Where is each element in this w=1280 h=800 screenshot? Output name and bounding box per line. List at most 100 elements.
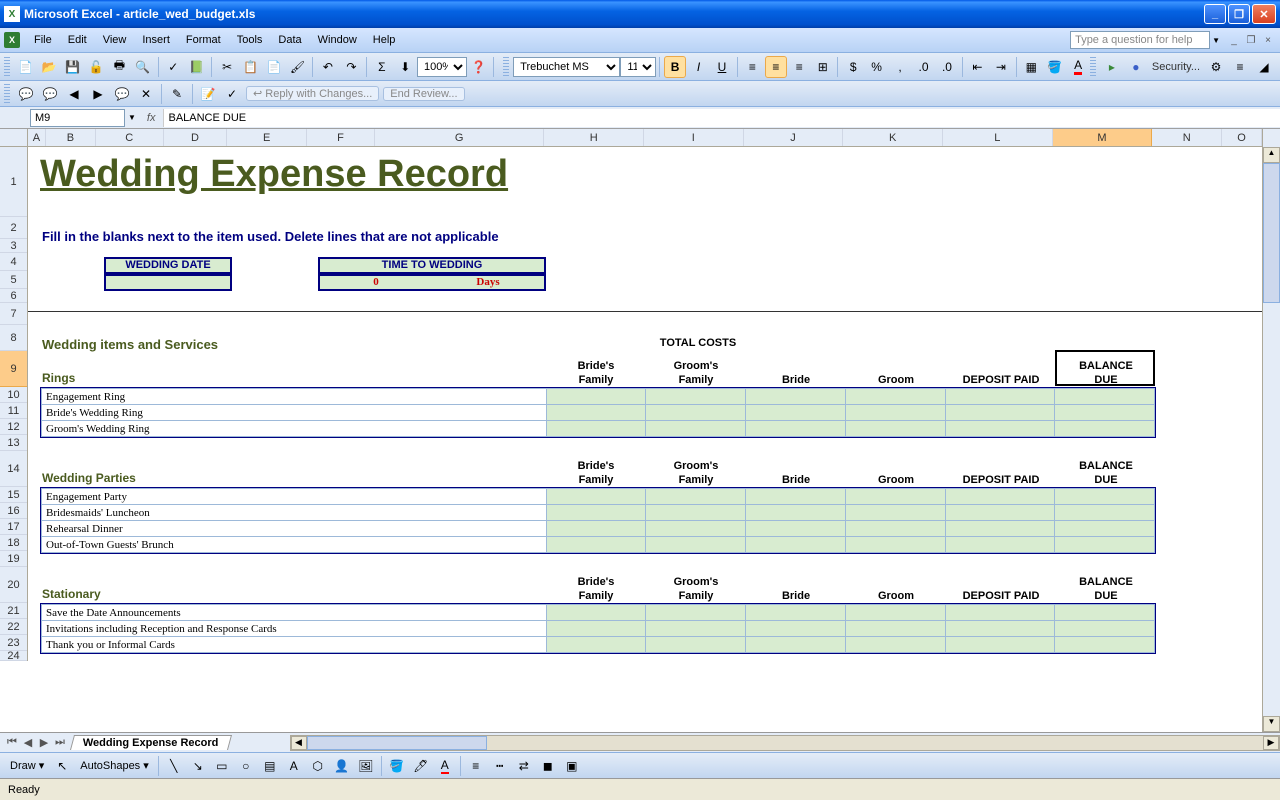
value-cell[interactable] xyxy=(646,489,746,505)
track-button[interactable]: 📝 xyxy=(197,83,219,105)
borders-button[interactable]: ▦ xyxy=(1021,56,1042,78)
value-cell[interactable] xyxy=(646,389,746,405)
arrow-style-button[interactable]: ⇄ xyxy=(513,755,535,777)
value-cell[interactable] xyxy=(845,505,945,521)
print-button[interactable]: 🖶 xyxy=(109,56,130,78)
clipart-button[interactable]: 👤 xyxy=(331,755,353,777)
hscroll[interactable]: ◀ ▶ xyxy=(290,735,1280,751)
fx-icon[interactable]: fx xyxy=(139,112,164,124)
preview-button[interactable]: 🔍 xyxy=(132,56,153,78)
menu-data[interactable]: Data xyxy=(270,32,309,48)
value-cell[interactable] xyxy=(945,489,1055,505)
item-cell[interactable]: Invitations including Reception and Resp… xyxy=(42,621,547,637)
macro-button[interactable]: ⚙ xyxy=(1205,56,1227,78)
sheet-tab[interactable]: Wedding Expense Record xyxy=(70,735,232,750)
menu-edit[interactable]: Edit xyxy=(60,32,95,48)
item-cell[interactable]: Groom's Wedding Ring xyxy=(42,421,547,437)
close-button[interactable]: ✕ xyxy=(1252,4,1276,24)
menu-insert[interactable]: Insert xyxy=(134,32,178,48)
menu-view[interactable]: View xyxy=(95,32,135,48)
3d-button[interactable]: ▣ xyxy=(561,755,583,777)
vba-button[interactable]: ≡ xyxy=(1229,56,1251,78)
value-cell[interactable] xyxy=(646,521,746,537)
value-cell[interactable] xyxy=(746,605,846,621)
undo-button[interactable]: ↶ xyxy=(317,56,338,78)
shadow-button[interactable]: ◼ xyxy=(537,755,559,777)
value-cell[interactable] xyxy=(945,505,1055,521)
oval-button[interactable]: ○ xyxy=(235,755,257,777)
value-cell[interactable] xyxy=(746,637,846,653)
value-cell[interactable] xyxy=(945,621,1055,637)
doc-restore-button[interactable]: ❐ xyxy=(1243,33,1259,47)
record-button[interactable]: ● xyxy=(1125,56,1147,78)
value-cell[interactable] xyxy=(546,621,646,637)
value-cell[interactable] xyxy=(546,405,646,421)
zoom-combo[interactable]: 100% xyxy=(417,57,467,77)
format-painter-button[interactable]: 🖌 xyxy=(287,56,308,78)
wedding-date-value[interactable] xyxy=(104,274,232,291)
value-cell[interactable] xyxy=(546,637,646,653)
item-cell[interactable]: Bride's Wedding Ring xyxy=(42,405,547,421)
row-headers[interactable]: 123456789101112131415161718192021222324 xyxy=(0,147,28,661)
autosum-button[interactable]: Σ xyxy=(371,56,392,78)
value-cell[interactable] xyxy=(546,389,646,405)
fill-color-button[interactable]: 🪣 xyxy=(1044,56,1065,78)
scroll-up-button[interactable]: ▲ xyxy=(1263,147,1280,163)
value-cell[interactable] xyxy=(1055,421,1155,437)
vscroll-thumb[interactable] xyxy=(1263,163,1280,303)
value-cell[interactable] xyxy=(646,421,746,437)
menu-tools[interactable]: Tools xyxy=(229,32,271,48)
value-cell[interactable] xyxy=(746,421,846,437)
item-cell[interactable]: Thank you or Informal Cards xyxy=(42,637,547,653)
column-headers[interactable]: ABCDEFGHIJKLMNO xyxy=(28,129,1262,147)
inc-indent-button[interactable]: ⇥ xyxy=(990,56,1011,78)
value-cell[interactable] xyxy=(746,521,846,537)
value-cell[interactable] xyxy=(546,489,646,505)
underline-button[interactable]: U xyxy=(711,56,732,78)
item-cell[interactable]: Out-of-Town Guests' Brunch xyxy=(42,537,547,553)
value-cell[interactable] xyxy=(546,521,646,537)
maximize-button[interactable]: ❐ xyxy=(1228,4,1250,24)
line-color-button[interactable]: 🖊 xyxy=(410,755,432,777)
end-review-button[interactable]: End Review... xyxy=(383,87,464,101)
autoshapes-menu[interactable]: AutoShapes ▾ xyxy=(74,759,155,772)
value-cell[interactable] xyxy=(746,389,846,405)
menu-file[interactable]: File xyxy=(26,32,60,48)
picture-button[interactable]: 🖼 xyxy=(355,755,377,777)
item-cell[interactable]: Bridesmaids' Luncheon xyxy=(42,505,547,521)
help-search-input[interactable] xyxy=(1070,31,1210,49)
bold-button[interactable]: B xyxy=(664,56,685,78)
cell-area[interactable]: Wedding Expense Record Fill in the blank… xyxy=(28,147,1262,732)
name-box[interactable] xyxy=(30,109,125,127)
rectangle-button[interactable]: ▭ xyxy=(211,755,233,777)
value-cell[interactable] xyxy=(546,537,646,553)
sort-button[interactable]: ⬇ xyxy=(395,56,416,78)
data-table[interactable]: Engagement RingBride's Wedding RingGroom… xyxy=(40,387,1156,438)
value-cell[interactable] xyxy=(945,421,1055,437)
draw-menu[interactable]: Draw ▾ xyxy=(4,759,50,772)
cut-button[interactable]: ✂ xyxy=(216,56,237,78)
value-cell[interactable] xyxy=(845,389,945,405)
dec-decimal-button[interactable]: .0 xyxy=(936,56,957,78)
doc-close-button[interactable]: × xyxy=(1260,33,1276,47)
value-cell[interactable] xyxy=(1055,405,1155,421)
value-cell[interactable] xyxy=(845,421,945,437)
value-cell[interactable] xyxy=(1055,637,1155,653)
new-button[interactable]: 📄 xyxy=(15,56,36,78)
next-comment-button[interactable]: ▶ xyxy=(87,83,109,105)
delete-comment-button[interactable]: ✕ xyxy=(135,83,157,105)
fontsize-combo[interactable]: 11 xyxy=(620,57,656,77)
value-cell[interactable] xyxy=(845,637,945,653)
select-objects-button[interactable]: ↖ xyxy=(51,755,73,777)
item-cell[interactable]: Rehearsal Dinner xyxy=(42,521,547,537)
item-cell[interactable]: Engagement Ring xyxy=(42,389,547,405)
value-cell[interactable] xyxy=(1055,621,1155,637)
menu-format[interactable]: Format xyxy=(178,32,229,48)
save-button[interactable]: 💾 xyxy=(62,56,83,78)
select-all-corner[interactable] xyxy=(0,129,28,147)
font-color-button[interactable]: A xyxy=(1067,56,1088,78)
redo-button[interactable]: ↷ xyxy=(341,56,362,78)
scroll-right-button[interactable]: ▶ xyxy=(1263,736,1279,750)
value-cell[interactable] xyxy=(1055,389,1155,405)
minimize-button[interactable]: _ xyxy=(1204,4,1226,24)
